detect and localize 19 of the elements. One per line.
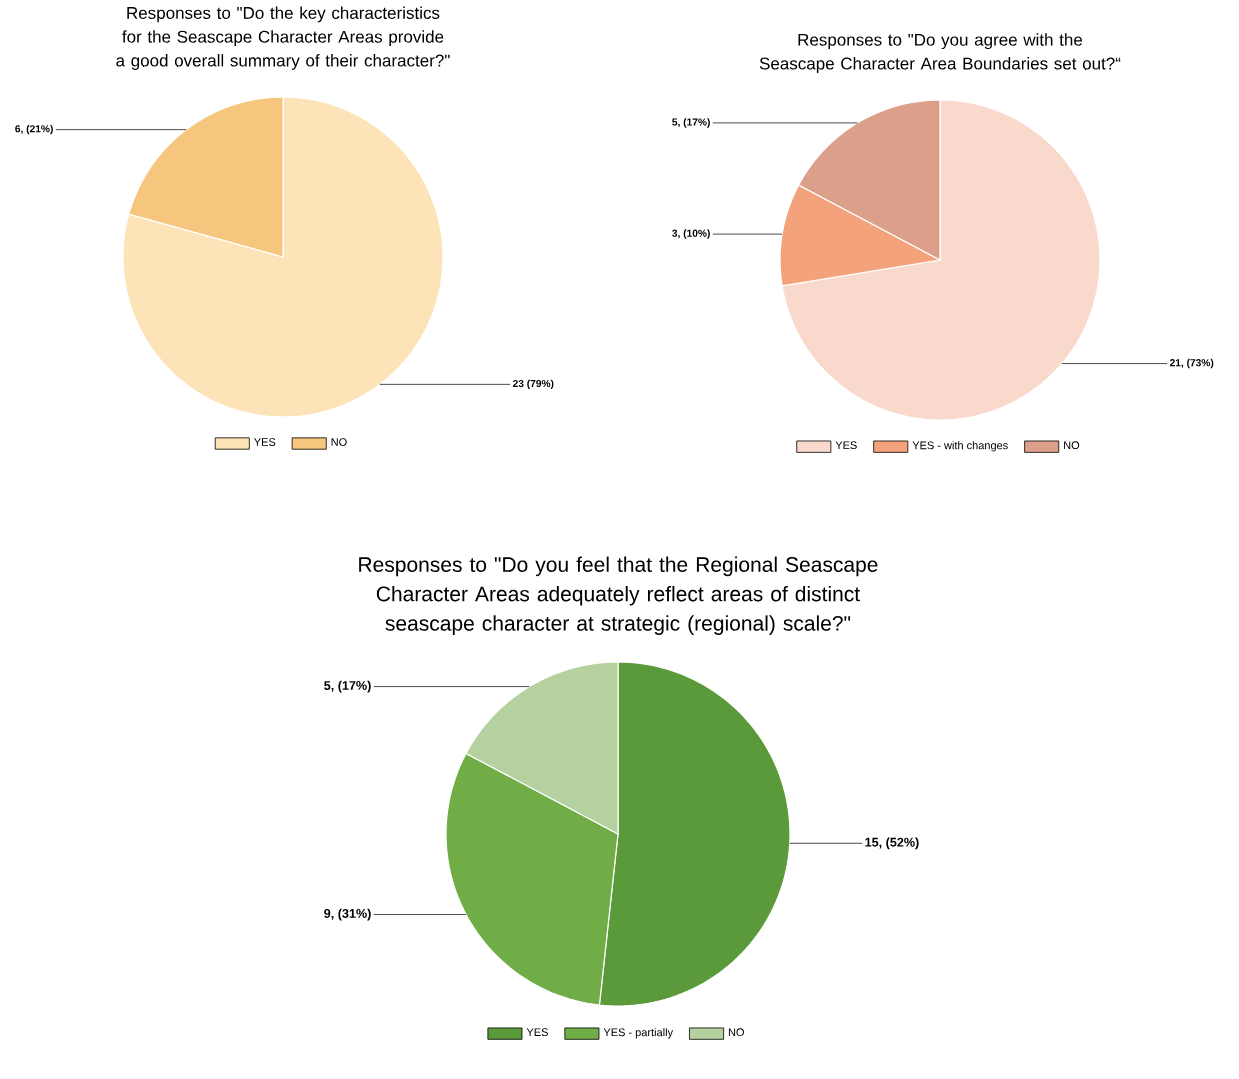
- legend-label: YES: [254, 438, 276, 446]
- legend-label: YES: [526, 1028, 548, 1037]
- data-label: 6, (21%): [15, 124, 53, 135]
- data-label: 5, (17%): [324, 680, 371, 693]
- legend-label: YES: [835, 441, 857, 450]
- legend-label: NO: [728, 1028, 744, 1037]
- legend-label: NO: [1064, 441, 1080, 450]
- data-label: 21, (73%): [1169, 358, 1214, 369]
- legend-label: NO: [331, 438, 347, 446]
- legend-label: YES - partially: [603, 1028, 674, 1039]
- chart-title: Responses to "Do you agree with the Seascape Character Area Boundaries set out?“: [759, 33, 1121, 73]
- data-label: 23 (79%): [512, 379, 554, 390]
- data-label: 3, (10%): [672, 229, 710, 239]
- data-label: 15, (52%): [865, 837, 919, 850]
- chart-title: Responses to "Do the key characteristics for the Seascape Character Areas provide a good overall summary of their character?": [116, 6, 450, 70]
- chart-title: Responses to "Do you feel that the Regional Seascape Character Areas adequately reflect areas of distinct seascape character at strategic (regional) scale?": [359, 556, 878, 635]
- data-label: 5, (17%): [672, 118, 710, 128]
- legend-label: YES - with changes: [912, 441, 1008, 452]
- data-label: 9, (31%): [324, 908, 371, 921]
